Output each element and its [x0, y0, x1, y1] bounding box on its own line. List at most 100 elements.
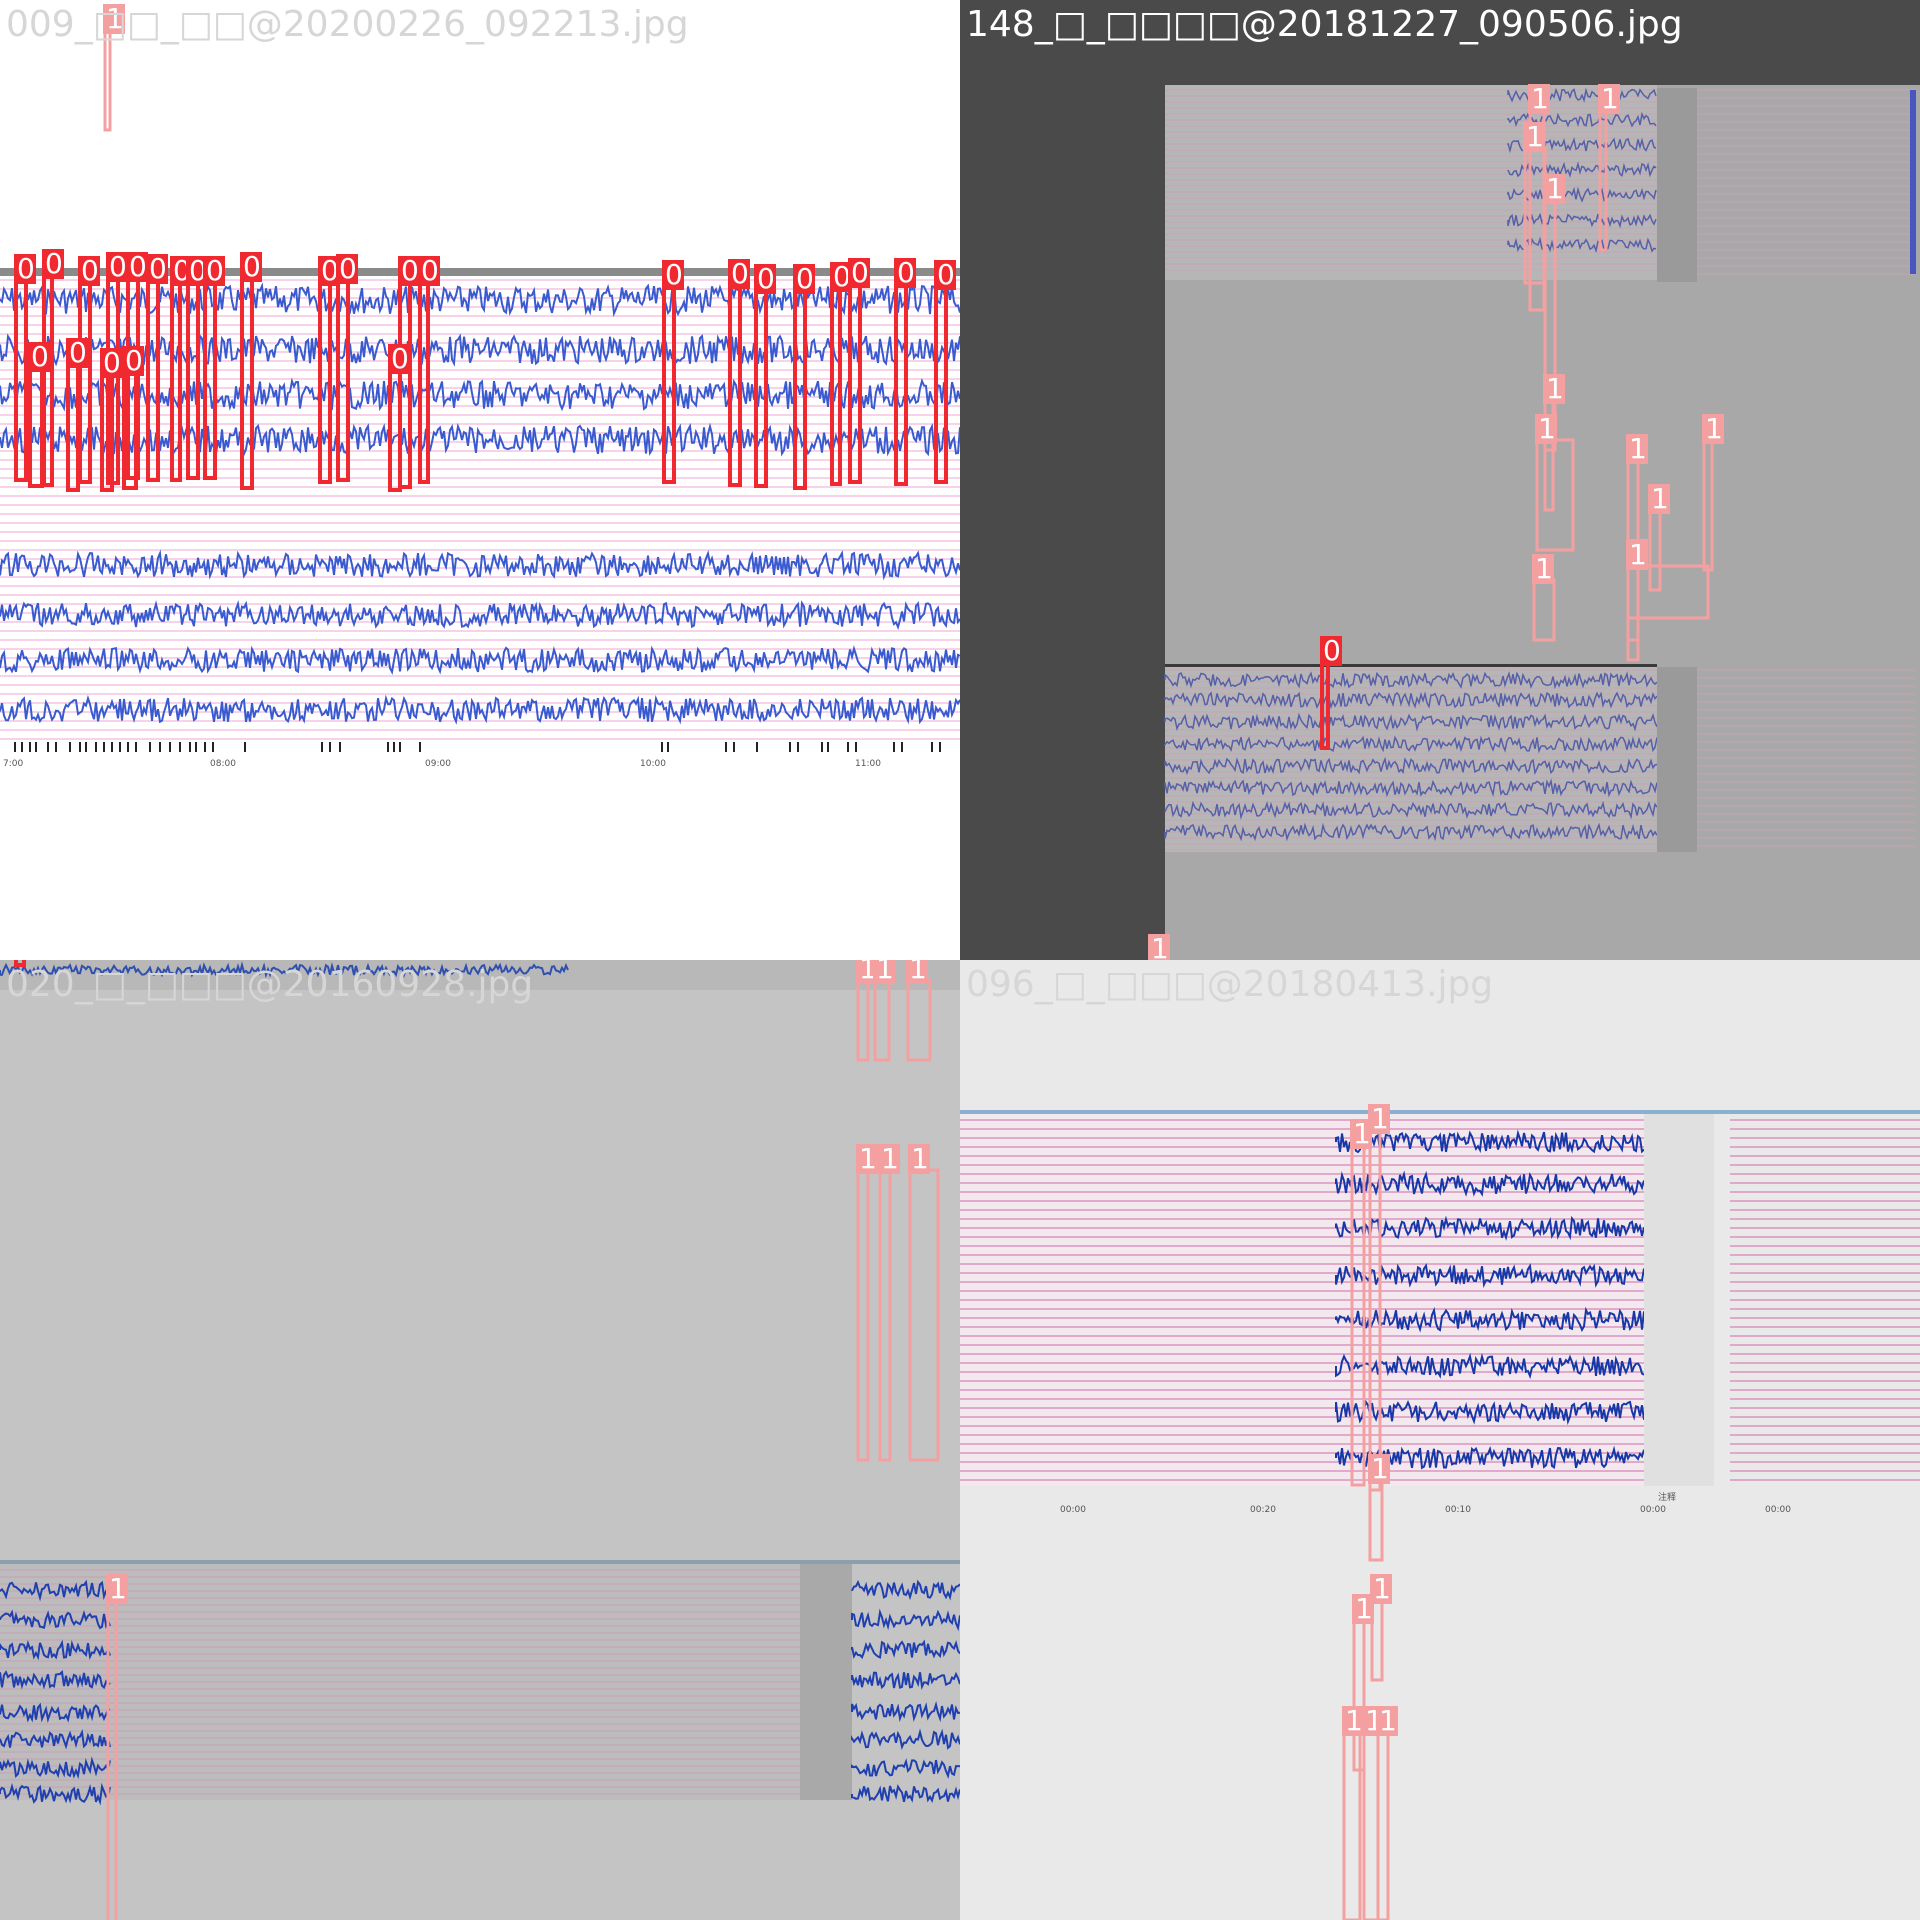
panel-top-left: 009_□□_□□@20200226_092213.jpg 7:00 08:00 0… [0, 0, 960, 960]
detection-label-bg [1368, 1454, 1390, 1484]
detection-label: 0 [391, 342, 409, 375]
detection-box [186, 280, 200, 480]
eeg-trace [0, 1670, 111, 1690]
detection-box [1626, 564, 1710, 620]
detection-label: 1 [1705, 412, 1723, 445]
detection-label-bg [856, 1144, 878, 1174]
detection-label-bg [106, 1574, 128, 1604]
detection-box [103, 28, 112, 132]
detection-label: 0 [243, 250, 261, 283]
detection-label-bg [1352, 1594, 1374, 1624]
eeg-trace [0, 377, 960, 412]
detection-label: 1 [1371, 1452, 1389, 1485]
panel-bottom-right: 096_□_□□□@20180413.jpg 注释 00:00 00:20 00:10… [960, 960, 1920, 1920]
eeg-trace [0, 1579, 111, 1602]
detection-box [78, 280, 92, 484]
detection-label-bg [336, 254, 358, 284]
eeg-trace [1164, 778, 1658, 798]
eeg-strip-upper [1165, 85, 1657, 280]
detection-label-bg [1543, 174, 1565, 204]
detection-label-bg [398, 256, 420, 286]
detection-label: 0 [897, 256, 915, 289]
eeg-trace [1164, 712, 1658, 732]
detection-label-bg [186, 256, 208, 286]
top-strip [0, 960, 960, 990]
detection-box [856, 978, 870, 1062]
detection-box [14, 960, 26, 967]
detection-label: 1 [1651, 482, 1669, 515]
eeg-trace [0, 645, 960, 675]
detection-box [856, 1168, 870, 1462]
detection-label-bg [1532, 554, 1554, 584]
detection-label: 1 [859, 1142, 877, 1175]
eeg-trace [851, 1639, 960, 1660]
panel-filename: 148_□_□□□□@20181227_090506.jpg [966, 4, 1683, 45]
channel-label-column [1657, 667, 1697, 852]
detection-label-bg [1148, 934, 1170, 960]
detection-label: 1 [1353, 1117, 1371, 1150]
detection-label-bg [100, 348, 122, 378]
eeg-trace [0, 1609, 111, 1630]
detection-label-bg [906, 960, 928, 984]
scroll-bar [1165, 664, 1657, 667]
detection-label-bg [1648, 484, 1670, 514]
detection-label-bg [66, 338, 88, 368]
detection-label-bg [793, 264, 815, 294]
detection-label-bg [1626, 540, 1648, 570]
detection-label: 0 [129, 250, 147, 283]
eeg-trace [0, 961, 569, 979]
detection-label: 0 [665, 258, 683, 291]
detection-label-bg [103, 4, 125, 34]
detection-label-bg [873, 960, 895, 984]
detection-box [908, 1168, 940, 1462]
detection-label: 0 [206, 254, 224, 287]
time-axis-label: 00:00 [1060, 1505, 1086, 1515]
detection-label: 0 [401, 254, 419, 287]
channel-label-column [1657, 88, 1697, 282]
detection-label: 0 [45, 247, 63, 280]
eeg-trace [1335, 1170, 1645, 1197]
detection-label: 0 [851, 256, 869, 289]
detection-label-bg [848, 258, 870, 288]
time-axis-label: 00:10 [1445, 1505, 1471, 1515]
eeg-trace [1335, 1129, 1645, 1155]
detection-box [878, 1168, 892, 1462]
detection-label-bg [728, 259, 750, 289]
detection-label-bg [1370, 1574, 1392, 1604]
eeg-trace [851, 1758, 960, 1780]
eeg-trace [0, 1782, 111, 1806]
time-axis-label: 10:00 [640, 759, 666, 769]
detection-box [873, 978, 891, 1062]
time-axis-label: 00:00 [1640, 1505, 1666, 1515]
channel-label-column [1644, 1114, 1714, 1486]
eeg-trace [1335, 1263, 1645, 1289]
detection-label: 0 [421, 254, 439, 287]
detection-label-bg [856, 960, 878, 984]
detection-label-bg [878, 1144, 900, 1174]
time-axis-label: 08:00 [210, 759, 236, 769]
detection-label: 1 [106, 2, 124, 35]
detection-label: 0 [339, 252, 357, 285]
detection-label-bg [908, 1144, 930, 1174]
detection-label: 1 [1345, 1704, 1363, 1737]
eeg-trace [1335, 1399, 1645, 1426]
time-axis-label: 00:20 [1250, 1505, 1276, 1515]
eeg-trace [0, 1756, 111, 1780]
detection-label: 1 [876, 960, 894, 985]
detection-label-bg [388, 344, 410, 374]
detection-label-bg [894, 258, 916, 288]
eeg-trace [0, 1639, 111, 1661]
detection-label-bg [1342, 1706, 1364, 1736]
eeg-trace [0, 549, 960, 581]
detection-label-bg [754, 264, 776, 294]
detection-label: 1 [859, 960, 877, 985]
detection-label: 1 [1373, 1572, 1391, 1605]
detection-box [66, 362, 80, 492]
detection-label: 0 [833, 260, 851, 293]
detection-label-bg [28, 342, 50, 372]
detection-box [848, 282, 862, 484]
detection-label: 1 [1629, 432, 1647, 465]
